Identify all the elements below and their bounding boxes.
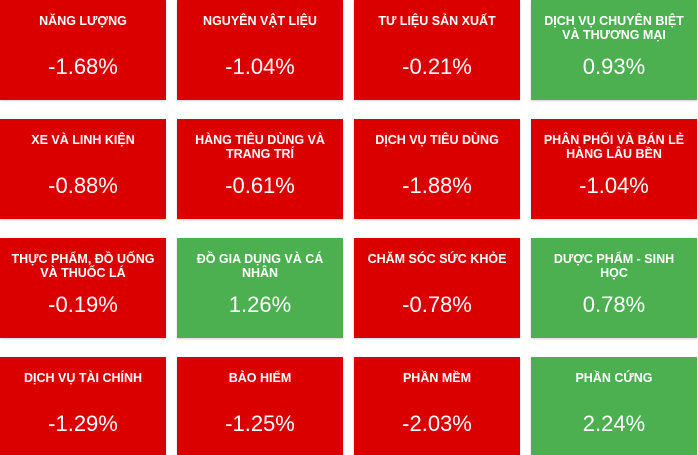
sector-change: -1.04% bbox=[225, 54, 295, 79]
sector-tile-bao-hiem[interactable]: BẢO HIỂM -1.25% bbox=[177, 357, 343, 455]
sector-tile-cham-soc-suc-khoe[interactable]: CHĂM SÓC SỨC KHỎE -0.78% bbox=[354, 238, 520, 338]
sector-tile-dich-vu-tai-chinh[interactable]: DỊCH VỤ TÀI CHÍNH -1.29% bbox=[0, 357, 166, 455]
sector-name: THỰC PHẨM, ĐỒ UỐNG VÀ THUỐC LÁ bbox=[11, 252, 155, 280]
sector-tile-duoc-pham[interactable]: DƯỢC PHẨM - SINH HỌC 0.78% bbox=[531, 238, 697, 338]
sector-tile-phan-cung[interactable]: PHẦN CỨNG 2.24% bbox=[531, 357, 697, 455]
sector-tile-nang-luong[interactable]: NĂNG LƯỢNG -1.68% bbox=[0, 0, 166, 100]
sector-name: XE VÀ LINH KIỆN bbox=[31, 133, 135, 147]
sector-tile-tu-lieu-san-xuat[interactable]: TƯ LIỆU SẢN XUẤT -0.21% bbox=[354, 0, 520, 100]
sector-change: -1.88% bbox=[402, 173, 472, 198]
sector-name: BẢO HIỂM bbox=[228, 371, 292, 385]
sector-change: -1.04% bbox=[579, 173, 649, 198]
sector-change: 1.26% bbox=[228, 292, 292, 317]
sector-change: 0.78% bbox=[582, 292, 646, 317]
sector-name: NĂNG LƯỢNG bbox=[39, 14, 127, 28]
sector-name: TƯ LIỆU SẢN XUẤT bbox=[378, 14, 496, 28]
sector-name: CHĂM SÓC SỨC KHỎE bbox=[367, 252, 507, 266]
sector-change: -1.68% bbox=[48, 54, 118, 79]
sector-change: 0.93% bbox=[582, 54, 646, 79]
sector-change: -0.19% bbox=[48, 292, 118, 317]
sector-change: 2.24% bbox=[582, 411, 646, 436]
sector-tile-thuc-pham[interactable]: THỰC PHẨM, ĐỒ UỐNG VÀ THUỐC LÁ -0.19% bbox=[0, 238, 166, 338]
sector-change: -2.03% bbox=[402, 411, 472, 436]
sector-tile-dich-vu-chuyen-biet[interactable]: DỊCH VỤ CHUYÊN BIỆT VÀ THƯƠNG MẠI 0.93% bbox=[531, 0, 697, 100]
sector-tile-hang-tieu-dung[interactable]: HÀNG TIÊU DÙNG VÀ TRANG TRÍ -0.61% bbox=[177, 119, 343, 219]
sector-name: DỊCH VỤ TÀI CHÍNH bbox=[23, 371, 143, 385]
sector-name: PHÂN PHỐI VÀ BÁN LẺ HÀNG LÂU BỀN bbox=[543, 133, 685, 161]
sector-tile-nguyen-vat-lieu[interactable]: NGUYÊN VẬT LIỆU -1.04% bbox=[177, 0, 343, 100]
sector-name: NGUYÊN VẬT LIỆU bbox=[203, 14, 317, 28]
sector-name: HÀNG TIÊU DÙNG VÀ TRANG TRÍ bbox=[195, 133, 325, 161]
sector-change: -0.61% bbox=[225, 173, 295, 198]
sector-tile-do-gia-dung[interactable]: ĐỒ GIA DỤNG VÀ CÁ NHÂN 1.26% bbox=[177, 238, 343, 338]
sector-tile-dich-vu-tieu-dung[interactable]: DỊCH VỤ TIÊU DÙNG -1.88% bbox=[354, 119, 520, 219]
sector-change: -1.25% bbox=[225, 411, 295, 436]
sector-tile-phan-phoi-ban-le[interactable]: PHÂN PHỐI VÀ BÁN LẺ HÀNG LÂU BỀN -1.04% bbox=[531, 119, 697, 219]
sector-tile-phan-mem[interactable]: PHẦN MỀM -2.03% bbox=[354, 357, 520, 455]
sector-name: PHẦN MỀM bbox=[402, 371, 472, 385]
sector-name: DƯỢC PHẨM - SINH HỌC bbox=[553, 252, 675, 280]
sector-name: PHẦN CỨNG bbox=[575, 371, 653, 385]
sector-change: -1.29% bbox=[48, 411, 118, 436]
sector-change: -0.78% bbox=[402, 292, 472, 317]
sector-change: -0.21% bbox=[402, 54, 472, 79]
sector-tile-xe-va-linh-kien[interactable]: XE VÀ LINH KIỆN -0.88% bbox=[0, 119, 166, 219]
sector-name: DỊCH VỤ CHUYÊN BIỆT VÀ THƯƠNG MẠI bbox=[544, 14, 684, 42]
sector-name: DỊCH VỤ TIÊU DÙNG bbox=[375, 133, 499, 147]
sector-change: -0.88% bbox=[48, 173, 118, 198]
sector-name: ĐỒ GIA DỤNG VÀ CÁ NHÂN bbox=[196, 252, 324, 280]
